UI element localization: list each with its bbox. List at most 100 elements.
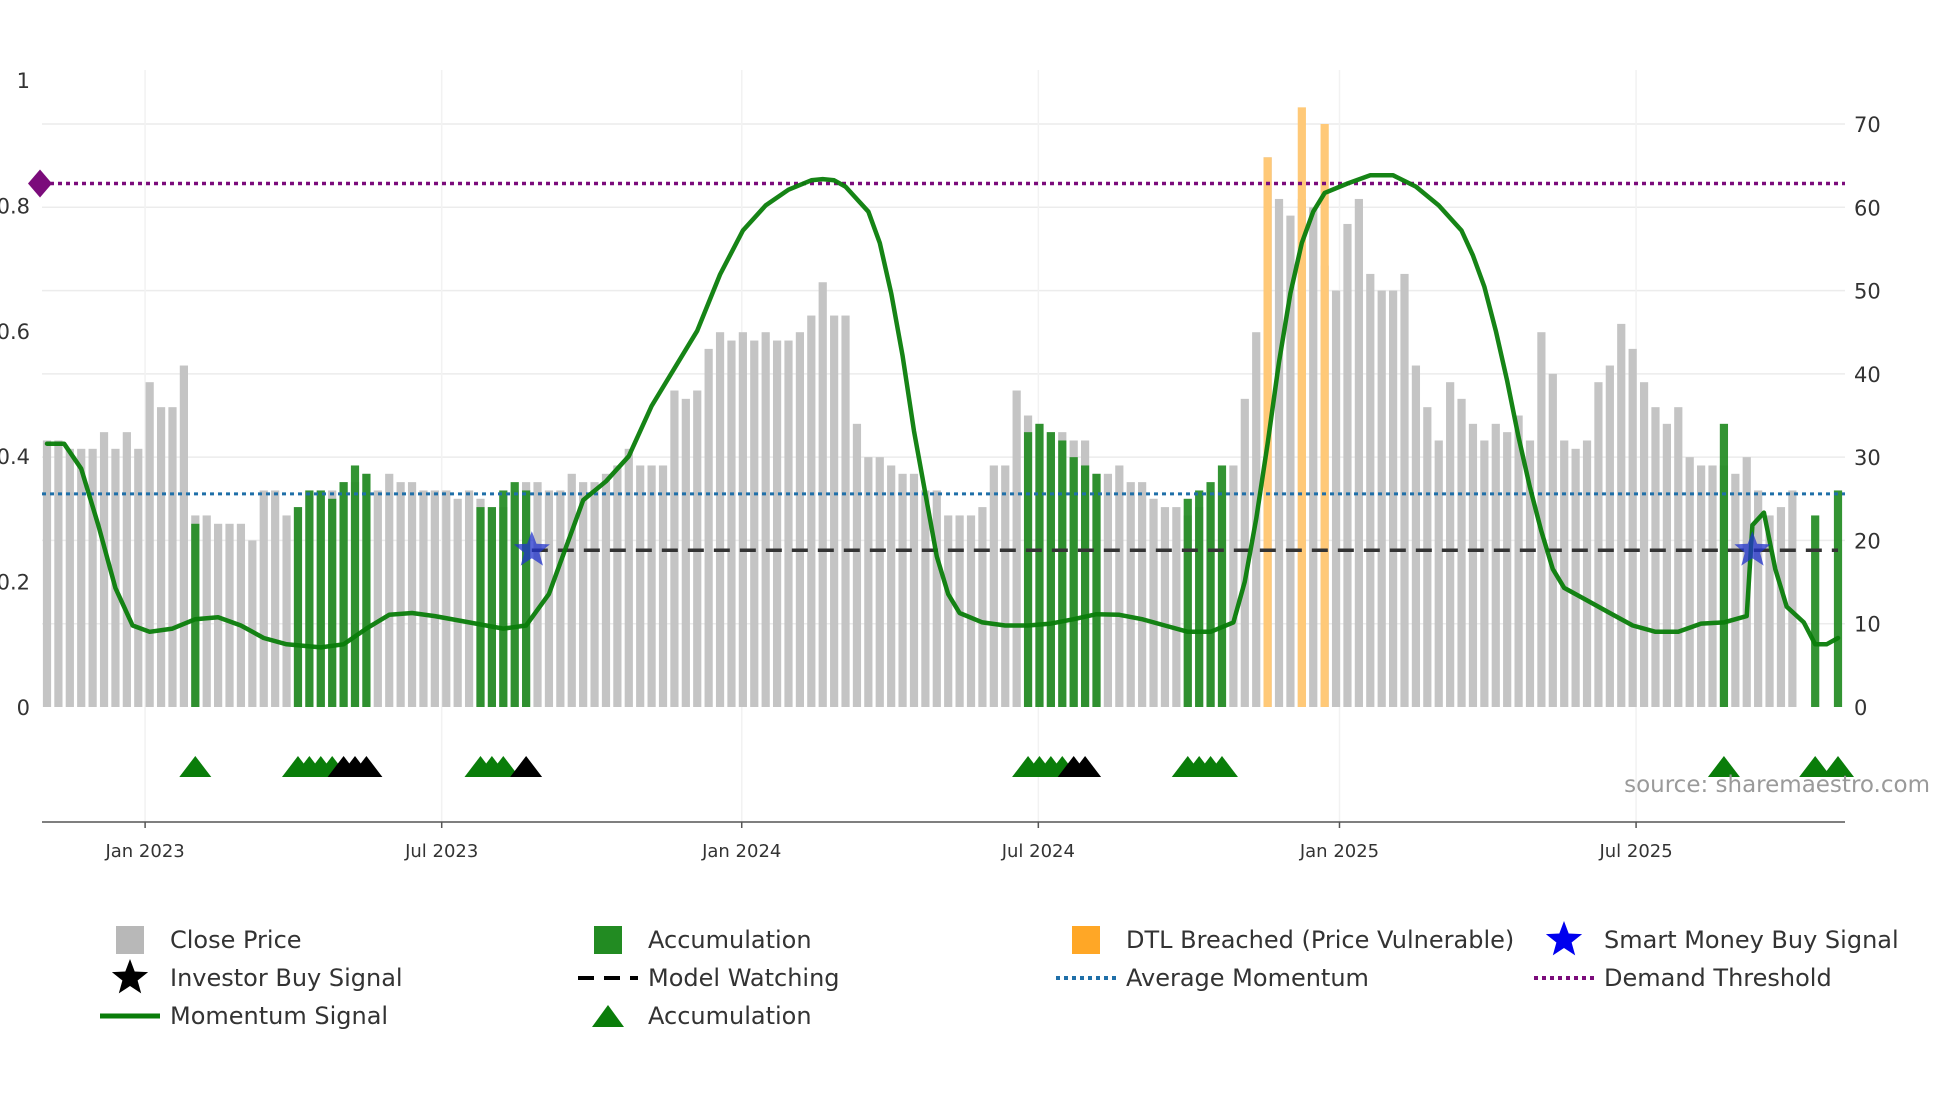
close-price-bar [1628, 348, 1637, 707]
left-axis-tick-label: 0.2 [0, 571, 30, 595]
legend-label: Demand Threshold [1604, 964, 1832, 992]
close-price-bar [99, 432, 109, 707]
close-price-bar [1525, 440, 1535, 707]
close-price-bar [1731, 473, 1740, 707]
accumulation-bar [510, 482, 519, 707]
close-price-bar [1514, 415, 1523, 707]
right-axis-tick-label: 20 [1854, 529, 1881, 553]
legend-item: Model Watching [578, 964, 840, 992]
close-price-bar [898, 473, 907, 707]
legend-label: DTL Breached (Price Vulnerable) [1126, 926, 1514, 954]
legend-item: DTL Breached (Price Vulnerable) [1072, 926, 1514, 954]
investor-buy-triangle [510, 756, 543, 777]
accumulation-triangle [1205, 756, 1238, 777]
right-axis-tick-label: 40 [1854, 363, 1881, 387]
close-price-bar [556, 490, 565, 707]
legend-label: Momentum Signal [170, 1002, 388, 1030]
legend-item: Average Momentum [1056, 964, 1369, 992]
close-price-bar [453, 498, 462, 707]
close-price-bar [1138, 482, 1147, 707]
close-price-bar [179, 365, 188, 707]
legend-item: Accumulation [594, 926, 812, 954]
close-price-bar [864, 457, 873, 707]
close-price-bar [430, 490, 439, 707]
close-price-bar [111, 448, 120, 707]
accumulation-bar [1217, 465, 1227, 707]
close-price-bar [795, 332, 805, 707]
smart-money-star [513, 531, 550, 566]
x-axis-tick-label: Jan 2023 [104, 841, 184, 862]
close-price-bar [145, 382, 154, 707]
legend-label: Investor Buy Signal [170, 964, 403, 992]
close-price-bar [1605, 365, 1614, 707]
close-price-bar [590, 482, 599, 707]
right-axis-tick-label: 60 [1854, 196, 1881, 220]
close-price-bar [236, 523, 246, 707]
close-price-bar [1480, 440, 1489, 707]
close-price-bar [887, 465, 896, 707]
accumulation-bar [339, 482, 348, 707]
close-price-bar [1286, 215, 1295, 707]
x-axis-tick-label: Jul 2024 [1001, 841, 1075, 862]
legend-swatch-square [1072, 926, 1100, 954]
close-price-bar [579, 482, 588, 707]
close-price-bar [818, 282, 827, 707]
x-axis-tick-label: Jan 2025 [1299, 841, 1379, 862]
close-price-bar [1651, 407, 1660, 707]
accumulation-bar [499, 490, 508, 707]
legend-label: Average Momentum [1126, 964, 1369, 992]
close-price-bar [1685, 457, 1694, 707]
accumulation-bar [305, 490, 314, 707]
close-price-bar [1012, 390, 1021, 707]
close-price-bar [1754, 490, 1763, 707]
accumulation-bar [1811, 515, 1820, 707]
close-price-bar [1229, 465, 1238, 707]
close-price-bar [601, 473, 611, 707]
legend: Close Price Accumulation DTL Breached (Pri… [100, 921, 1899, 1030]
accumulation-bar [1046, 432, 1055, 707]
accumulation-bar [1206, 482, 1215, 707]
legend-label: Close Price [170, 926, 302, 954]
accumulation-bar [1058, 440, 1067, 707]
close-price-bar [658, 465, 668, 707]
accumulation-bar [1833, 490, 1843, 707]
close-price-bar [42, 440, 52, 707]
close-price-bar [750, 340, 759, 707]
right-axis-tick-label: 30 [1854, 446, 1881, 470]
close-price-bar [1274, 198, 1284, 707]
close-price-bar [1343, 223, 1352, 707]
accumulation-bar [1092, 473, 1101, 707]
close-price-bar [1149, 498, 1158, 707]
close-price-bar [1537, 332, 1546, 707]
grid-layer [42, 70, 1845, 822]
close-price-bar [978, 507, 987, 707]
legend-swatch-triangle [592, 1005, 624, 1027]
close-price-bar [1548, 373, 1557, 707]
accumulation-triangle [1822, 756, 1854, 777]
close-price-bar [533, 482, 542, 707]
accumulation-bar [293, 507, 303, 707]
close-price-bar [1697, 465, 1706, 707]
close-price-bar [1560, 440, 1569, 707]
accumulation-bar [476, 507, 485, 707]
legend-item: Accumulation [592, 1002, 812, 1030]
close-price-bar [1354, 198, 1363, 707]
accumulation-bar [191, 523, 200, 707]
legend-swatch-star [111, 959, 149, 994]
close-price-bar [77, 448, 86, 707]
right-axis-tick-label: 10 [1854, 613, 1881, 637]
close-price-bar [248, 540, 257, 707]
accumulation-bar [362, 473, 371, 707]
markers-layer [179, 531, 1854, 777]
legend-item: Smart Money Buy Signal [1545, 921, 1899, 956]
legend-label: Accumulation [648, 926, 812, 954]
accumulation-bar [350, 465, 360, 707]
accumulation-bar [1035, 423, 1044, 707]
close-price-bar [636, 465, 645, 707]
close-price-bar [1708, 465, 1717, 707]
close-price-bar [1309, 207, 1318, 708]
close-price-bar [681, 398, 690, 707]
investor-buy-triangle [1069, 756, 1102, 777]
close-price-bar [1446, 382, 1455, 707]
